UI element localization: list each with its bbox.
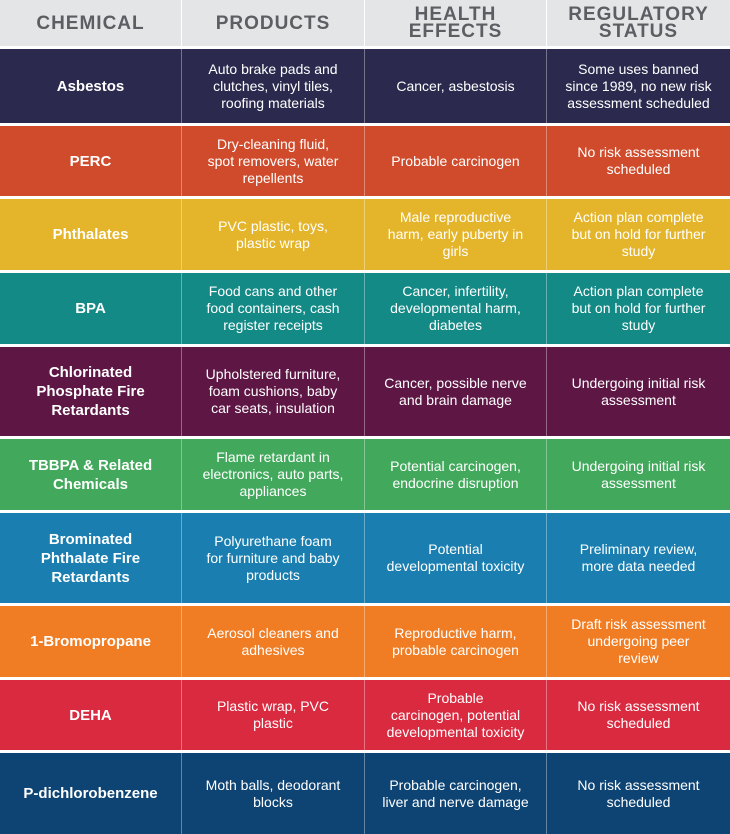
regulatory-status-cell: Action plan complete but on hold for fur… (571, 283, 706, 333)
health-effects-cell: Probable carcinogen (365, 126, 547, 196)
health-effects-cell: Cancer, asbestosis (365, 49, 547, 123)
regulatory-status-cell: No risk assessment scheduled (577, 144, 700, 177)
header-health-effects: HEALTH EFFECTS (365, 0, 547, 46)
regulatory-status-cell: Some uses banned since 1989, no new risk… (565, 60, 712, 111)
table-row: BPA Food cans and other food containers,… (0, 270, 730, 344)
chemical-cell: Chlorinated Phosphate Fire Retardants (0, 347, 182, 436)
header-regulatory-status: REGULATORY STATUS (568, 4, 709, 42)
table-row: Asbestos Auto brake pads and clutches, v… (0, 46, 730, 123)
health-effects-cell: Cancer, possible nerve and brain damage (365, 347, 547, 436)
health-effects-cell: Probable carcinogen, potential developme… (365, 680, 547, 750)
health-effects-cell: Probable carcinogen, liver and nerve dam… (365, 753, 547, 834)
products-cell: Polyurethane foam for furniture and baby… (182, 513, 365, 603)
regulatory-status-cell: Undergoing initial risk assessment (571, 457, 706, 491)
products-cell: Plastic wrap, PVC plastic (182, 680, 365, 750)
regulatory-status-cell: Action plan complete but on hold for fur… (571, 209, 706, 259)
products-cell: PVC plastic, toys, plastic wrap (182, 199, 365, 270)
chemical-cell: PERC (0, 126, 182, 196)
chemical-cell: DEHA (0, 680, 182, 750)
health-effects-cell: Potential developmental toxicity (365, 513, 547, 603)
table-row: Brominated Phthalate Fire Retardants Pol… (0, 510, 730, 603)
products-cell: Aerosol cleaners and adhesives (182, 606, 365, 677)
health-effects-cell: Potential carcinogen, endocrine disrupti… (365, 439, 547, 510)
table-row: PERC Dry-cleaning fluid, spot removers, … (0, 123, 730, 196)
products-cell: Moth balls, deodorant blocks (182, 753, 365, 834)
table-row: TBBPA & Related Chemicals Flame retardan… (0, 436, 730, 510)
chemical-cell: BPA (0, 273, 182, 344)
regulatory-status-cell: No risk assessment scheduled (577, 698, 700, 731)
table-row: 1-Bromopropane Aerosol cleaners and adhe… (0, 603, 730, 677)
products-cell: Auto brake pads and clutches, vinyl tile… (182, 49, 365, 123)
regulatory-status-cell: No risk assessment scheduled (577, 776, 700, 810)
health-effects-cell: Male reproductive harm, early puberty in… (365, 199, 547, 270)
chemical-cell: TBBPA & Related Chemicals (0, 439, 182, 510)
chemical-cell: Brominated Phthalate Fire Retardants (0, 513, 182, 603)
table-row: P-dichlorobenzene Moth balls, deodorant … (0, 750, 730, 834)
products-cell: Food cans and other food containers, cas… (182, 273, 365, 344)
chemical-cell: Phthalates (0, 199, 182, 270)
table-row: Chlorinated Phosphate Fire Retardants Up… (0, 344, 730, 436)
chemical-cell: 1-Bromopropane (0, 606, 182, 677)
table-row: DEHA Plastic wrap, PVC plastic Probable … (0, 677, 730, 750)
chemical-cell: Asbestos (0, 49, 182, 123)
table-header: CHEMICAL PRODUCTS HEALTH EFFECTS REGULAT… (0, 0, 730, 46)
table-row: Phthalates PVC plastic, toys, plastic wr… (0, 196, 730, 270)
header-products: PRODUCTS (182, 0, 365, 46)
regulatory-status-cell: Preliminary review, more data needed (579, 541, 698, 574)
health-effects-cell: Reproductive harm, probable carcinogen (365, 606, 547, 677)
chemical-cell: P-dichlorobenzene (0, 753, 182, 834)
products-cell: Dry-cleaning fluid, spot removers, water… (182, 126, 365, 196)
regulatory-status-cell: Draft risk assessment undergoing peer re… (571, 616, 706, 666)
regulatory-status-cell: Undergoing initial risk assessment (571, 374, 706, 408)
health-effects-cell: Cancer, infertility, developmental harm,… (365, 273, 547, 344)
header-chemical: CHEMICAL (0, 0, 182, 46)
products-cell: Upholstered furniture, foam cushions, ba… (182, 347, 365, 436)
products-cell: Flame retardant in electronics, auto par… (182, 439, 365, 510)
